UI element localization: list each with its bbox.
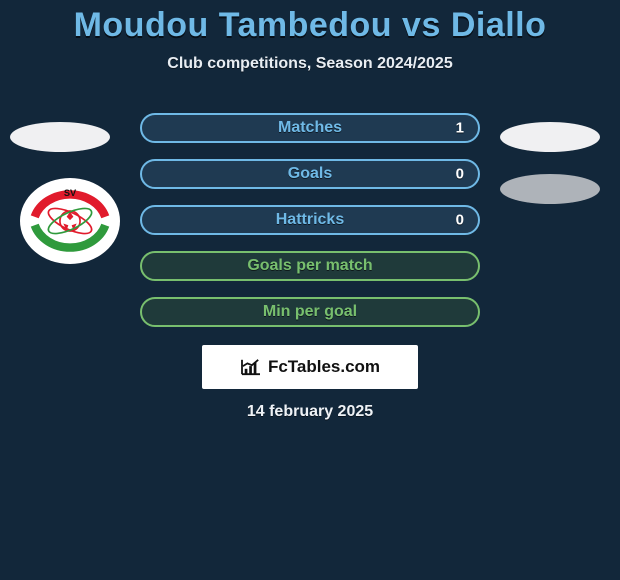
stat-label: Matches [278, 119, 342, 137]
stat-row-3: Goals per match [140, 251, 480, 281]
decor-ellipse-right-1 [500, 122, 600, 152]
stat-label: Hattricks [276, 211, 344, 229]
stat-value-right: 0 [456, 212, 464, 229]
club-badge: SV [20, 178, 120, 264]
stat-label: Goals [288, 165, 332, 183]
stat-row-2: Hattricks 0 [140, 205, 480, 235]
stat-value-right: 1 [456, 120, 464, 137]
stat-row-4: Min per goal [140, 297, 480, 327]
stat-row-1: Goals 0 [140, 159, 480, 189]
stat-label: Min per goal [263, 303, 357, 321]
footer-date: 14 february 2025 [0, 403, 620, 421]
stat-value-right: 0 [456, 166, 464, 183]
brand-box: FcTables.com [202, 345, 418, 389]
brand-chart-icon [240, 358, 262, 376]
subtitle: Club competitions, Season 2024/2025 [0, 55, 620, 73]
brand-text: FcTables.com [268, 357, 380, 377]
decor-ellipse-left [10, 122, 110, 152]
page-title: Moudou Tambedou vs Diallo [0, 6, 620, 45]
title-vs: vs [402, 6, 441, 44]
svg-text:SV: SV [64, 188, 77, 198]
decor-ellipse-right-2 [500, 174, 600, 204]
stat-label: Goals per match [247, 257, 372, 275]
title-player-a: Moudou Tambedou [74, 6, 392, 44]
stat-row-0: Matches 1 [140, 113, 480, 143]
club-badge-svg: SV [28, 183, 112, 259]
title-player-b: Diallo [451, 6, 547, 44]
